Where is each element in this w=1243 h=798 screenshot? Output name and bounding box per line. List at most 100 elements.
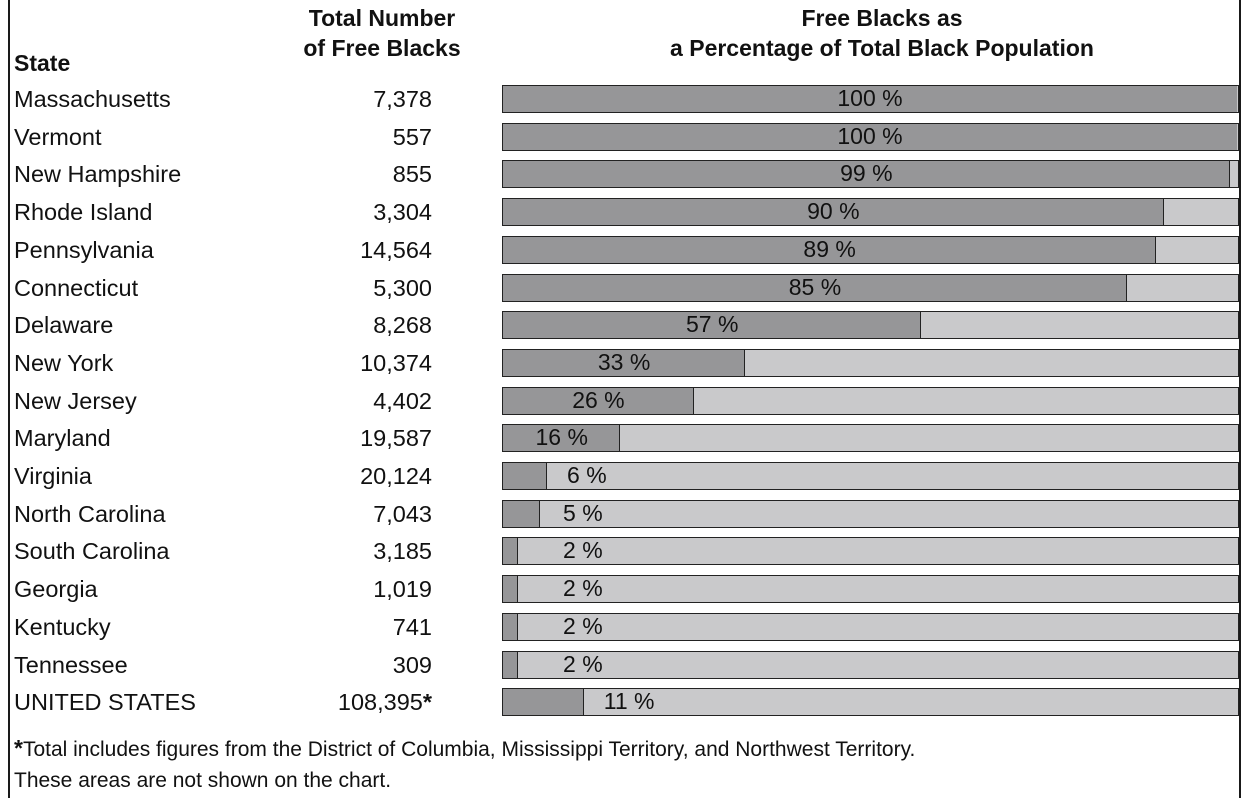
table-row: North Carolina 7,043 5 % [0,495,1243,533]
percentage-bar: 90 % [502,198,1239,227]
table-row: South Carolina 3,185 2 % [0,532,1243,570]
table-row: New Jersey 4,402 26 % [0,382,1243,420]
free-black-count: 3,304 [280,193,432,231]
percentage-bar: 2 % [502,650,1239,679]
free-black-count: 309 [280,646,432,684]
count-value: 741 [392,613,432,640]
state-label: Rhode Island [14,199,153,226]
percentage-bar-fill [503,86,1237,112]
table-row: Virginia 20,124 6 % [0,457,1243,495]
count-value: 7,043 [373,500,432,527]
percentage-unit: % [582,575,603,602]
percentage-value: 100 [837,122,876,149]
percentage-unit: % [717,311,739,338]
percentage-bar: 89 % [502,235,1239,264]
state-label: New Jersey [14,387,137,414]
percentage-value: 16 [535,424,562,451]
percentage-bar: 11 % [502,688,1239,717]
percentage-bar-fill [503,312,922,339]
count-value: 557 [392,123,432,150]
state-label: Maryland [14,425,111,452]
state-label: South Carolina [14,538,170,565]
free-black-count: 855 [280,155,432,193]
count-value: 8,268 [373,312,432,339]
free-black-count: 3,185 [280,532,432,570]
percentage-unit: % [582,650,603,677]
count-value: 855 [392,161,432,188]
header-pct-line2: a Percentage of Total Black Population [670,35,1094,61]
percentage-label: 99 % [503,161,1230,186]
free-black-count: 741 [280,608,432,646]
state-label: North Carolina [14,500,166,527]
header-total-line1: Total Number [308,5,456,31]
table-row: Massachusetts 7,378 100 % [0,80,1243,118]
percentage-bar-fill [503,123,1237,150]
table-row: Connecticut 5,300 85 % [0,269,1243,307]
count-value: 3,185 [373,538,432,565]
percentage-bar-fill [503,576,518,603]
percentage-value: 6 [567,462,580,488]
count-footnote-mark: * [422,689,432,716]
percentage-bar-fill [503,689,584,716]
percentage-label: 11 % [604,689,655,714]
percentage-bar-fill [503,274,1127,301]
table-row: New Hampshire 855 99 % [0,155,1243,193]
percentage-bar-fill [503,236,1157,263]
percentage-value: 85 [788,273,815,300]
free-black-count: 557 [280,118,432,156]
state-label: Delaware [14,312,114,339]
free-black-count: 10,374 [280,344,432,382]
table-row: Vermont 557 100 % [0,118,1243,156]
percentage-bar: 57 % [502,311,1239,340]
percentage-value: 100 [837,85,876,111]
percentage-bar: 33 % [502,348,1239,377]
table-row: Kentucky 741 2 % [0,608,1243,646]
percentage-bar-fill [503,425,621,452]
percentage-bar-fill [503,199,1164,226]
percentage-value: 2 [563,575,576,602]
percentage-unit: % [582,499,603,526]
percentage-unit: % [872,160,893,187]
state-label: Tennessee [14,651,128,678]
free-black-count: 19,587 [280,419,432,457]
chart-frame [8,0,1241,798]
percentage-unit: % [839,198,860,225]
footnote-text-line1: Total includes figures from the District… [22,738,916,761]
percentage-bar-fill [503,463,548,489]
state-label: Virginia [14,463,92,489]
percentage-value: 57 [685,311,712,338]
percentage-unit: % [629,348,651,375]
state-label: Georgia [14,576,98,603]
table-row: New York 10,374 33 % [0,344,1243,382]
percentage-bar-fill [503,613,518,640]
percentage-unit: % [882,85,903,111]
state-label: Pennsylvania [14,236,154,263]
footnote: *Total includes figures from the Distric… [14,733,1234,796]
percentage-bar: 100 % [502,85,1239,113]
percentage-bar: 2 % [502,612,1239,641]
count-value: 10,374 [360,349,432,376]
free-black-count: 4,402 [280,382,432,420]
percentage-bar: 5 % [502,499,1239,528]
percentage-unit: % [820,273,842,300]
table-row: Pennsylvania 14,564 89 % [0,231,1243,269]
percentage-value: 90 [807,198,833,225]
header-state: State [14,50,71,76]
percentage-label: 26 % [503,387,694,413]
state-label: Vermont [14,123,102,150]
percentage-label: 2 % [563,576,603,601]
percentage-value: 2 [563,650,576,677]
count-value: 7,378 [373,86,432,112]
percentage-bar: 16 % [502,424,1239,453]
percentage-label: 89 % [503,235,1156,262]
free-black-count: 7,043 [280,495,432,533]
percentage-label: 90 % [503,199,1164,224]
count-value: 5,300 [373,274,432,301]
header-total-line2: of Free Blacks [303,35,461,61]
percentage-value: 89 [803,235,829,262]
footnote-line1: *Total includes figures from the Distric… [14,733,1234,765]
percentage-unit: % [882,122,903,149]
percentage-unit: % [582,537,603,564]
percentage-value: 11 [603,688,628,715]
percentage-bar: 6 % [502,462,1239,490]
